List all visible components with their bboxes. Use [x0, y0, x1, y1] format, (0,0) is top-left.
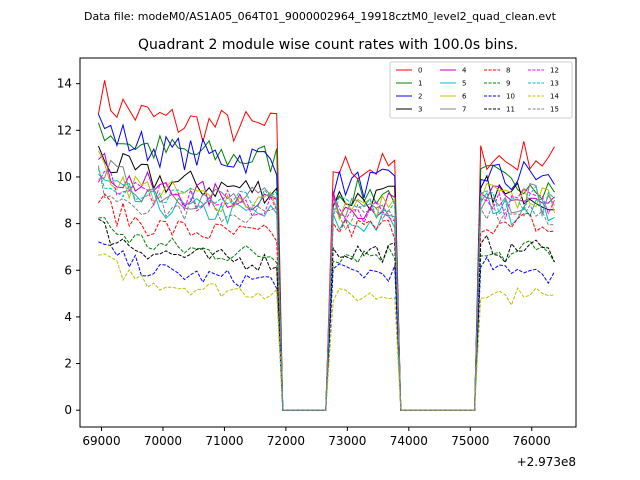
x-tick-label: 75000	[451, 434, 489, 448]
series-line-1	[97, 122, 555, 411]
x-tick-label: 70000	[144, 434, 182, 448]
y-tick-label: 0	[64, 403, 72, 417]
series-line-6	[97, 150, 555, 411]
legend-label-4: 4	[462, 67, 467, 75]
legend-label-8: 8	[506, 67, 510, 75]
x-tick-label: 76000	[513, 434, 551, 448]
x-tick-label: 72000	[267, 434, 305, 448]
legend-label-7: 7	[462, 106, 466, 114]
axes-frame	[79, 57, 577, 428]
x-tick-label: 73000	[328, 434, 366, 448]
y-tick-label: 6	[64, 263, 72, 277]
legend-label-10: 10	[506, 93, 515, 101]
chart-title: Quadrant 2 module wise count rates with …	[138, 37, 518, 53]
y-tick-label: 14	[57, 77, 72, 91]
legend-label-3: 3	[418, 106, 422, 114]
series-line-15	[97, 165, 555, 411]
x-tick-label: 74000	[390, 434, 428, 448]
y-tick-label: 12	[57, 123, 72, 137]
legend-label-6: 6	[462, 93, 467, 101]
y-tick-label: 4	[64, 310, 72, 324]
legend-label-14: 14	[550, 93, 559, 101]
chart-suptitle: Data file: modeM0/AS1A05_064T01_90000029…	[84, 10, 557, 23]
legend-box	[389, 61, 573, 119]
y-axis: 0 2 4 6 8 10 12 14	[57, 77, 80, 417]
x-tick-label: 69000	[82, 434, 120, 448]
legend-label-9: 9	[506, 80, 510, 88]
y-tick-label: 8	[64, 217, 72, 231]
legend-label-12: 12	[550, 67, 559, 75]
legend-label-2: 2	[418, 93, 422, 101]
x-tick-label: 71000	[205, 434, 243, 448]
legend-label-5: 5	[462, 80, 466, 88]
y-tick-label: 2	[64, 357, 72, 371]
y-tick-label: 10	[57, 170, 72, 184]
plot-area	[97, 80, 555, 411]
legend-label-15: 15	[550, 106, 559, 114]
legend-label-1: 1	[418, 80, 422, 88]
x-axis: 69000 70000 71000 72000 73000 74000 75000 76000	[82, 427, 551, 448]
legend-label-13: 13	[550, 80, 559, 88]
legend-label-0: 0	[418, 67, 422, 75]
x-offset-label: +2.973e8	[517, 455, 576, 469]
series-line-2	[97, 113, 555, 411]
legend-label-11: 11	[506, 106, 515, 114]
